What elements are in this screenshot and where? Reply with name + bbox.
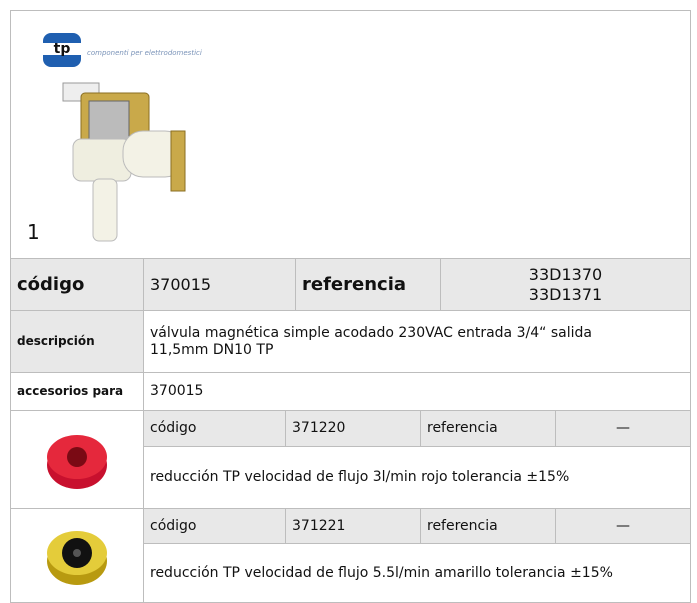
acc-ref: — (555, 410, 691, 447)
acc-ref: — (555, 508, 691, 544)
accessory-image (10, 508, 144, 603)
accessories-label: accesorios para (10, 372, 144, 411)
code-label: código (10, 258, 144, 311)
disc-hole (73, 548, 81, 557)
logo-tagline: componenti per elettrodomestici (87, 49, 202, 57)
code: 370015 (143, 258, 296, 311)
logo-text: tp (54, 41, 71, 57)
acc-code: 371221 (285, 508, 421, 544)
image-label: 1 (27, 220, 40, 244)
desc-label: descripción (10, 310, 144, 373)
acc-code: 371220 (285, 410, 421, 447)
acc-description: reducción TP velocidad de flujo 3l/min r… (143, 446, 691, 509)
coil-body (88, 100, 130, 142)
acc-code-label: código (143, 410, 286, 447)
acc-ref-label: referencia (420, 508, 556, 544)
disc-hole (67, 446, 87, 467)
acc-code-label: código (143, 508, 286, 544)
acc-ref-label: referencia (420, 410, 556, 447)
ref: 33D1371 (528, 284, 603, 304)
logo-band (41, 43, 83, 55)
image-panel: tp componenti per elettrodomestici 1 (10, 10, 691, 259)
acc-description: reducción TP velocidad de flujo 5.5l/min… (143, 543, 691, 603)
bracket (170, 130, 186, 192)
valve-body (72, 138, 132, 182)
product-image: tp componenti per elettrodomestici 1 (27, 33, 202, 244)
accessory-image (10, 410, 144, 509)
accessories-for: 370015 (143, 372, 691, 411)
refs: 33D1370 33D1371 (440, 258, 691, 311)
ref: 33D1370 (528, 264, 603, 284)
ref-label: referencia (295, 258, 441, 311)
inlet (92, 178, 118, 242)
red-reducer (47, 434, 107, 489)
yellow-reducer (47, 530, 107, 585)
description: válvula magnética simple acodado 230VAC … (143, 310, 691, 373)
